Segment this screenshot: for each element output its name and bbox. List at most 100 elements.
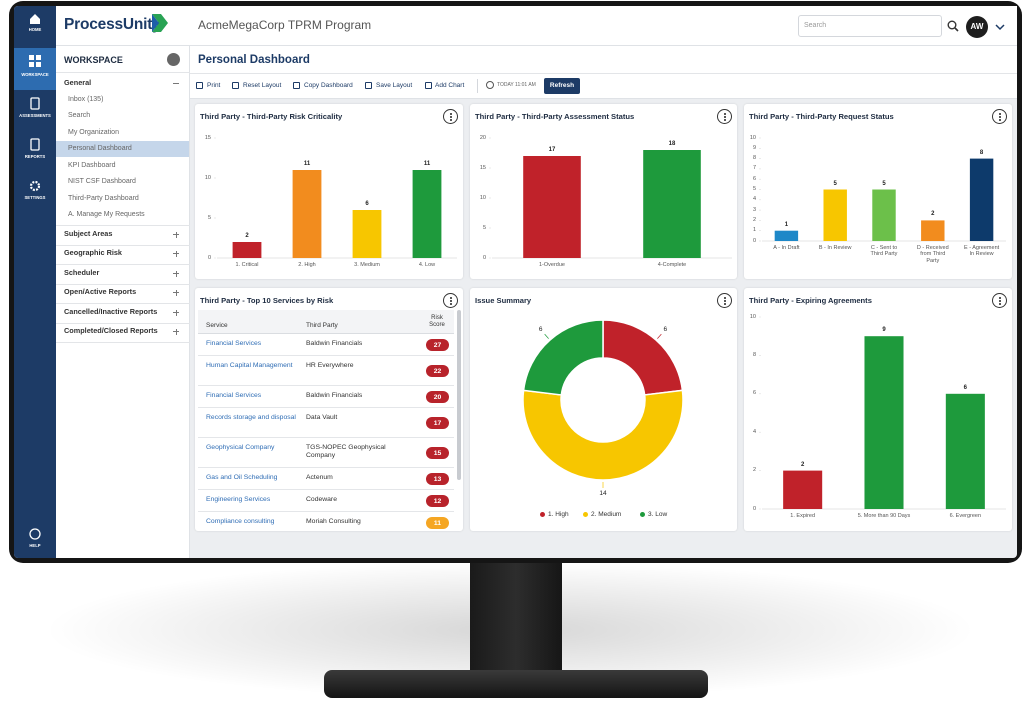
risk-badge	[426, 473, 449, 485]
sidebar-item[interactable]: A. Manage My Requests	[68, 211, 145, 218]
y-tick-label: 15	[479, 164, 486, 171]
service-link[interactable]: Financial Services	[206, 392, 262, 399]
icon	[29, 180, 41, 192]
sidebar-section[interactable]: Subject Areas	[64, 229, 113, 238]
toolbar-icon	[293, 82, 300, 89]
sidebar-item[interactable]: My Organization	[68, 129, 119, 136]
sidebar-item[interactable]: KPI Dashboard	[68, 162, 116, 169]
icon	[29, 55, 34, 60]
sidebar-item[interactable]: Third-Party Dashboard	[68, 195, 139, 202]
sidebar-item[interactable]: Inbox (135)	[68, 96, 104, 103]
sidebar-divider	[56, 323, 190, 324]
table-header	[198, 310, 454, 334]
service-link[interactable]: Compliance consulting	[206, 518, 275, 525]
legend-swatch	[540, 512, 545, 517]
risk-badge	[426, 447, 449, 459]
bar	[872, 189, 896, 241]
menu-dot	[449, 296, 452, 299]
x-tick-label: B - In Review	[818, 245, 852, 251]
sidebar-divider	[56, 225, 190, 226]
widget-menu[interactable]	[992, 109, 1007, 124]
leader-line	[544, 333, 549, 339]
widget: Third Party - Third-Party Risk Criticali…	[195, 104, 463, 279]
menu-dot	[723, 112, 726, 115]
search-box[interactable]	[798, 15, 942, 37]
toolbar-icon	[232, 82, 239, 89]
widget-menu[interactable]	[443, 293, 458, 308]
x-tick-label: 1-Overdue	[539, 262, 565, 268]
sidebar-item[interactable]: Search	[68, 112, 91, 119]
toolbar-button[interactable]: Add Chart	[435, 82, 465, 89]
icon	[30, 97, 40, 110]
toolbar-button[interactable]: Print	[207, 82, 221, 89]
risk-score: 12	[433, 497, 442, 505]
x-tick-label: 4-Complete	[657, 262, 687, 268]
icon	[29, 528, 41, 540]
sidebar-title-icon[interactable]	[167, 53, 180, 66]
sidebar-item[interactable]: NIST CSF Dashboard	[68, 178, 136, 185]
column-header: Risk Score	[429, 315, 445, 328]
title-bar	[190, 46, 1017, 99]
y-tick-label: 2	[752, 467, 756, 474]
x-tick-label: D - Received from Third Party	[916, 245, 949, 264]
service-link[interactable]: Geophysical Company	[206, 444, 275, 451]
service-link[interactable]: Financial Services	[206, 340, 262, 347]
sidebar-divider	[56, 342, 190, 343]
third-party: HR Everywhere	[306, 362, 354, 369]
widget-title: Third Party - Third-Party Assessment Sta…	[475, 112, 635, 121]
service-link[interactable]: Human Capital Management	[206, 362, 293, 369]
sidebar-section[interactable]: Geographic Risk	[64, 248, 122, 257]
legend-label[interactable]: 1. High	[548, 510, 569, 518]
sidebar-title: WORKSPACE	[64, 55, 123, 65]
menu-dot	[723, 302, 726, 305]
widget-menu[interactable]	[992, 293, 1007, 308]
avatar[interactable]	[966, 16, 988, 38]
toolbar-icon	[196, 82, 203, 89]
nav-label[interactable]: HOME	[28, 27, 42, 32]
refresh-button[interactable]	[544, 78, 580, 94]
menu-dot	[998, 302, 1001, 305]
sidebar-item[interactable]: Personal Dashboard	[68, 145, 132, 152]
nav-label[interactable]: ASSESSMENTS	[19, 113, 51, 118]
widget-menu[interactable]	[717, 109, 732, 124]
widget-menu[interactable]	[717, 293, 732, 308]
risk-score: 20	[433, 393, 442, 401]
bar	[774, 230, 799, 241]
scrollbar[interactable]	[457, 310, 461, 480]
chart	[489, 137, 732, 259]
sidebar-section[interactable]: Scheduler	[64, 268, 100, 277]
table-row	[198, 408, 454, 438]
toolbar-button[interactable]: Save Layout	[376, 82, 413, 89]
icon	[36, 62, 41, 67]
sidebar-section[interactable]: Cancelled/Inactive Reports	[64, 307, 158, 316]
widget-menu[interactable]	[443, 109, 458, 124]
nav-label[interactable]: WORKSPACE	[21, 72, 49, 77]
service-link[interactable]: Records storage and disposal	[206, 414, 296, 421]
toolbar-button[interactable]: Reset Layout	[243, 82, 282, 89]
avatar-menu	[995, 24, 1005, 31]
nav-label[interactable]: HELP	[29, 543, 41, 548]
service-link[interactable]: Gas and Oil Scheduling	[206, 474, 278, 481]
third-party: TGS-NOPEC Geophysical Company	[306, 444, 386, 459]
nav-label[interactable]: REPORTS	[24, 154, 46, 159]
y-tick-label: 0	[482, 254, 486, 261]
widget-title: Third Party - Expiring Agreements	[749, 296, 872, 305]
value-label: 2	[800, 461, 805, 468]
legend-label[interactable]: 3. Low	[648, 510, 668, 518]
value-label: 5	[882, 180, 886, 187]
y-tick-label: 15	[204, 134, 211, 141]
service-link[interactable]: Engineering Services	[206, 496, 271, 503]
nav-icon	[30, 138, 40, 151]
bar	[352, 210, 382, 258]
risk-badge	[426, 365, 449, 377]
toolbar-button[interactable]: Copy Dashboard	[304, 82, 353, 89]
legend-label[interactable]: 2. Medium	[591, 510, 622, 518]
sidebar-section[interactable]: General	[64, 78, 92, 87]
nav-label[interactable]: SETTINGS	[24, 195, 46, 200]
refresh-label[interactable]: Refresh	[549, 82, 575, 89]
sidebar-section[interactable]: Open/Active Reports	[64, 287, 137, 296]
sidebar-section[interactable]: Completed/Closed Reports	[64, 326, 158, 335]
clock-icon	[486, 81, 494, 89]
avatar-initials[interactable]: AW	[970, 22, 984, 31]
y-tick-label: 7	[752, 165, 756, 172]
